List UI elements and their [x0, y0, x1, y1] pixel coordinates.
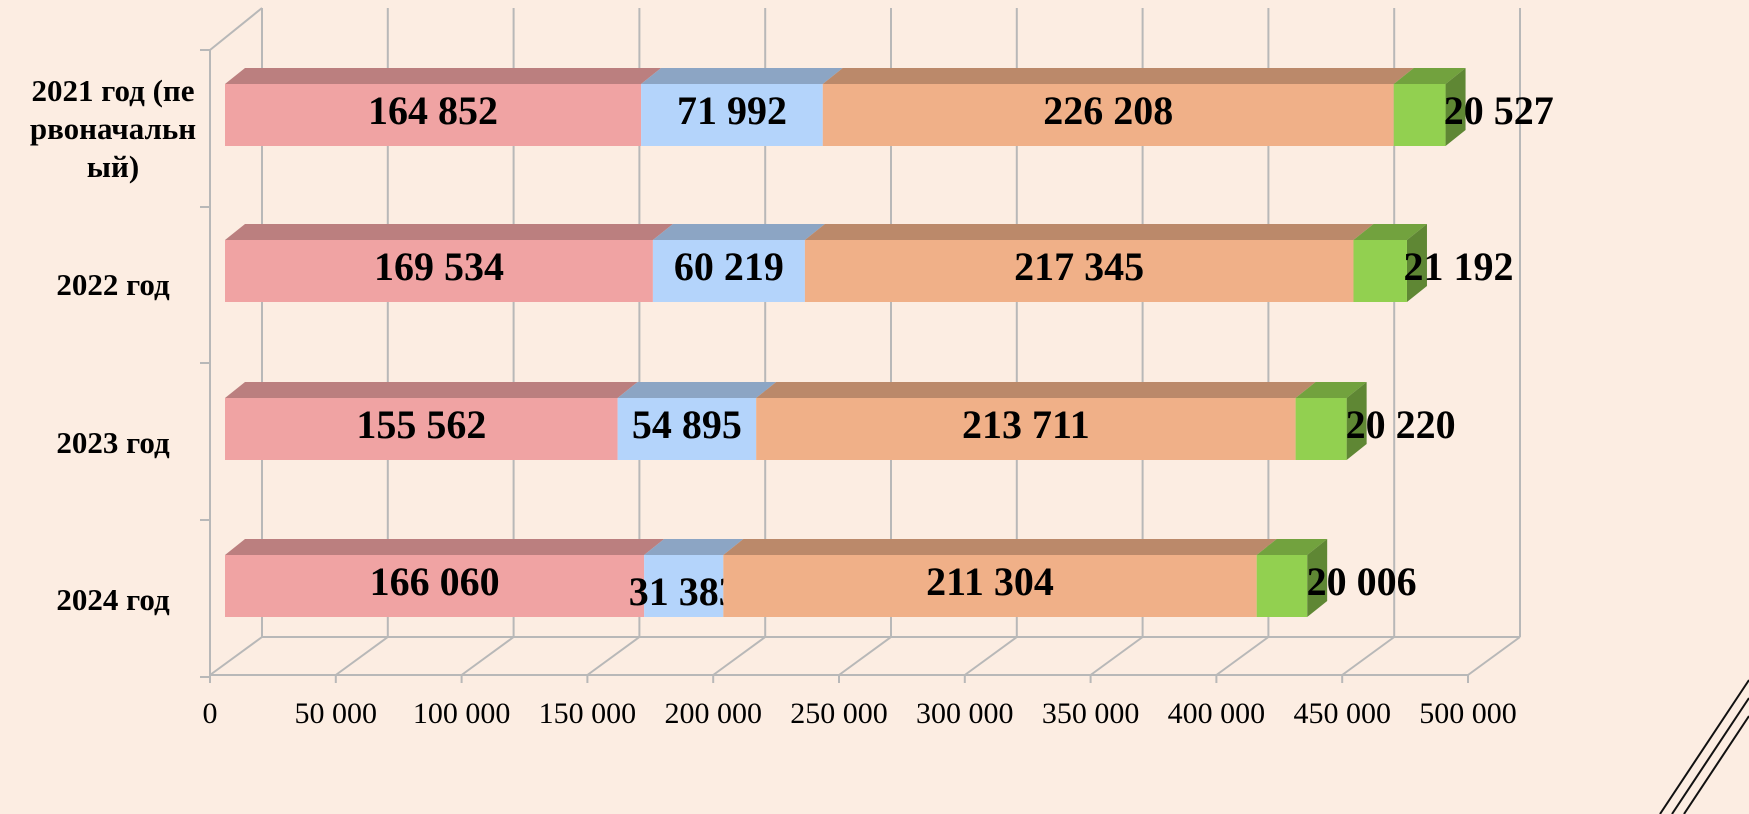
- wall-edge: [209, 7, 263, 51]
- decor-line: [1659, 679, 1749, 814]
- x-tick-label: 400 000: [1168, 697, 1266, 730]
- floor-grid-line: [964, 636, 1018, 676]
- floor-grid-line: [1215, 636, 1269, 676]
- x-tick-label: 200 000: [664, 697, 762, 730]
- floor-grid-line: [461, 636, 515, 676]
- x-tick-label: 100 000: [413, 697, 511, 730]
- bar-side: [1445, 68, 1466, 146]
- floor-grid-line: [1090, 636, 1144, 676]
- value-label: 20 006: [1307, 559, 1417, 604]
- y-tick-label: 2022 год: [56, 267, 170, 302]
- bar: [225, 240, 653, 302]
- value-label: 213 711: [962, 402, 1090, 447]
- x-tick-label: 450 000: [1293, 697, 1391, 730]
- value-label: 60 219: [674, 244, 784, 289]
- bar-top: [1353, 224, 1427, 240]
- corner-decoration: [1659, 679, 1749, 814]
- value-label: 20 220: [1346, 402, 1456, 447]
- bar-side: [1346, 382, 1367, 460]
- decor-line: [1683, 715, 1749, 814]
- y-tick-label: 2021 год (первоначальный): [29, 73, 197, 184]
- x-tick-label: 500 000: [1419, 697, 1517, 730]
- bar: [1256, 555, 1308, 617]
- bar: [225, 84, 642, 146]
- bar-top: [1256, 539, 1328, 555]
- value-label: 164 852: [368, 88, 498, 133]
- x-tick-label: 250 000: [790, 697, 888, 730]
- bar-top: [804, 224, 1374, 240]
- value-label: 226 208: [1043, 88, 1173, 133]
- bar-top: [1295, 382, 1367, 398]
- bar: [822, 84, 1394, 146]
- x-tick-label: 50 000: [295, 697, 378, 730]
- x-tick-label: 150 000: [539, 697, 637, 730]
- bar-top: [641, 68, 843, 84]
- bar: [225, 555, 645, 617]
- bar: [1295, 398, 1347, 460]
- bar: [644, 555, 724, 617]
- y-tick-label: 2024 год: [56, 582, 170, 617]
- value-label: 54 895: [632, 402, 742, 447]
- bar: [804, 240, 1354, 302]
- value-label: 211 304: [926, 559, 1054, 604]
- decor-line: [1671, 697, 1749, 814]
- bar-top: [723, 539, 1277, 555]
- bar: [652, 240, 805, 302]
- x-tick-label: 300 000: [916, 697, 1014, 730]
- value-label: 31 383: [629, 569, 739, 614]
- bar-top: [225, 224, 673, 240]
- bar: [723, 555, 1257, 617]
- x-tick-label: 0: [203, 697, 218, 730]
- value-label: 217 345: [1014, 244, 1144, 289]
- floor-grid-line: [1341, 636, 1395, 676]
- bar: [617, 398, 757, 460]
- floor-grid-line: [209, 636, 263, 676]
- x-tick-label: 350 000: [1042, 697, 1140, 730]
- bar: [1393, 84, 1446, 146]
- value-label: 21 192: [1403, 244, 1513, 289]
- floor-grid-line: [586, 636, 640, 676]
- bar: [1353, 240, 1407, 302]
- bar-side: [1406, 224, 1427, 302]
- bar-top: [644, 539, 744, 555]
- value-label: 20 527: [1444, 88, 1554, 133]
- bar: [641, 84, 823, 146]
- bar-top: [652, 224, 825, 240]
- value-label: 155 562: [356, 402, 486, 447]
- bar-top: [225, 539, 665, 555]
- bar-top: [225, 382, 638, 398]
- y-tick-label: 2023 год: [56, 425, 170, 460]
- bar-top: [1393, 68, 1466, 84]
- bar-top: [225, 68, 662, 84]
- floor-grid-line: [712, 636, 766, 676]
- bar-top: [617, 382, 777, 398]
- bar-side: [1307, 539, 1328, 617]
- floor-grid-line: [335, 636, 389, 676]
- bar: [225, 398, 618, 460]
- floor-grid-line: [838, 636, 892, 676]
- value-label: 166 060: [370, 559, 500, 604]
- value-label: 71 992: [677, 88, 787, 133]
- floor-grid-line: [1467, 636, 1521, 676]
- bar: [756, 398, 1296, 460]
- bar-top: [822, 68, 1414, 84]
- bar-top: [756, 382, 1316, 398]
- value-label: 169 534: [374, 244, 504, 289]
